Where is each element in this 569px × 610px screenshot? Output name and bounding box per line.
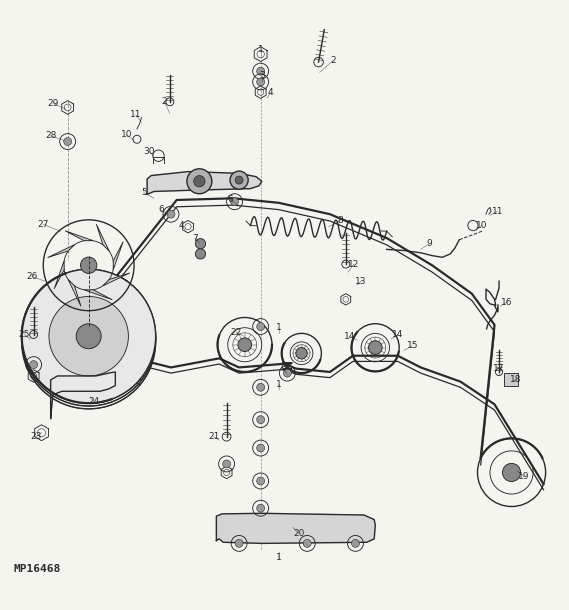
Text: 4: 4 bbox=[267, 88, 273, 96]
Circle shape bbox=[502, 464, 521, 481]
Text: 6: 6 bbox=[281, 364, 286, 373]
Text: 10: 10 bbox=[121, 130, 133, 139]
Circle shape bbox=[193, 176, 205, 187]
Polygon shape bbox=[48, 245, 75, 257]
Text: 6: 6 bbox=[228, 195, 233, 204]
Text: 13: 13 bbox=[356, 277, 367, 285]
Text: 27: 27 bbox=[38, 220, 49, 229]
Polygon shape bbox=[216, 513, 376, 544]
Circle shape bbox=[222, 460, 230, 468]
Text: 18: 18 bbox=[510, 375, 522, 384]
Circle shape bbox=[167, 210, 175, 218]
Text: 15: 15 bbox=[406, 342, 418, 350]
Text: 26: 26 bbox=[26, 272, 38, 281]
Text: 17: 17 bbox=[493, 364, 505, 373]
Polygon shape bbox=[113, 242, 123, 270]
Text: 16: 16 bbox=[501, 298, 513, 307]
Circle shape bbox=[257, 415, 265, 423]
Text: 29: 29 bbox=[47, 99, 59, 108]
Text: 21: 21 bbox=[208, 432, 219, 441]
Circle shape bbox=[76, 324, 101, 349]
Circle shape bbox=[49, 296, 129, 376]
Circle shape bbox=[30, 361, 38, 368]
Text: 11: 11 bbox=[130, 110, 142, 120]
Text: 1: 1 bbox=[276, 380, 282, 389]
Polygon shape bbox=[84, 290, 112, 300]
Polygon shape bbox=[103, 273, 130, 286]
Text: 25: 25 bbox=[19, 330, 30, 339]
Circle shape bbox=[195, 249, 205, 259]
Circle shape bbox=[22, 269, 156, 403]
Circle shape bbox=[64, 137, 72, 146]
Text: 1: 1 bbox=[276, 323, 282, 332]
Text: 9: 9 bbox=[426, 239, 432, 248]
Circle shape bbox=[80, 257, 97, 273]
Circle shape bbox=[369, 341, 382, 354]
Circle shape bbox=[187, 169, 212, 194]
Text: 14: 14 bbox=[393, 330, 404, 339]
Circle shape bbox=[257, 504, 265, 512]
Circle shape bbox=[283, 369, 291, 377]
Polygon shape bbox=[147, 171, 262, 195]
Text: 12: 12 bbox=[348, 260, 360, 268]
Text: 28: 28 bbox=[45, 131, 56, 140]
Circle shape bbox=[257, 383, 265, 391]
Circle shape bbox=[235, 176, 243, 184]
Circle shape bbox=[235, 539, 243, 547]
Text: 2: 2 bbox=[162, 98, 167, 106]
Text: 30: 30 bbox=[143, 147, 155, 156]
Text: 4: 4 bbox=[179, 221, 184, 230]
Circle shape bbox=[230, 171, 248, 189]
Circle shape bbox=[303, 539, 311, 547]
Text: MP16468: MP16468 bbox=[13, 564, 60, 574]
Polygon shape bbox=[65, 231, 93, 241]
Text: 22: 22 bbox=[230, 328, 242, 337]
Polygon shape bbox=[54, 261, 64, 289]
Circle shape bbox=[296, 348, 307, 359]
Text: 1: 1 bbox=[258, 45, 263, 54]
Circle shape bbox=[352, 539, 360, 547]
Circle shape bbox=[257, 78, 265, 86]
Circle shape bbox=[257, 477, 265, 485]
Polygon shape bbox=[68, 279, 81, 306]
Text: 11: 11 bbox=[492, 207, 503, 216]
Circle shape bbox=[230, 198, 238, 206]
Circle shape bbox=[195, 239, 205, 249]
Text: 6: 6 bbox=[158, 205, 164, 214]
Text: 2: 2 bbox=[330, 57, 336, 65]
Text: 7: 7 bbox=[192, 234, 197, 243]
Circle shape bbox=[257, 67, 265, 75]
Circle shape bbox=[257, 323, 265, 331]
Text: 3: 3 bbox=[259, 71, 265, 80]
Text: 8: 8 bbox=[337, 217, 343, 226]
Text: 14: 14 bbox=[344, 332, 356, 341]
Circle shape bbox=[238, 338, 251, 351]
Text: 5: 5 bbox=[141, 188, 147, 197]
Text: 19: 19 bbox=[518, 472, 530, 481]
Text: 1: 1 bbox=[276, 553, 282, 562]
Text: 20: 20 bbox=[293, 529, 304, 537]
Circle shape bbox=[257, 444, 265, 452]
Text: 24: 24 bbox=[89, 397, 100, 406]
Bar bbox=[504, 373, 518, 386]
Polygon shape bbox=[96, 224, 109, 251]
Text: 23: 23 bbox=[30, 432, 42, 441]
Text: 10: 10 bbox=[476, 221, 488, 230]
